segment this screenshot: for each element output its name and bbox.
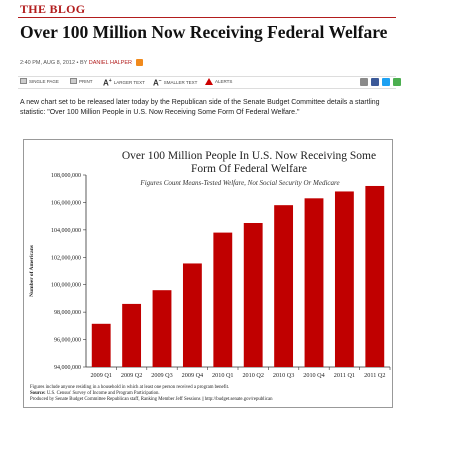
smaller-text-label: Smaller Text <box>163 80 198 86</box>
source-label: Source: <box>30 391 46 397</box>
byline-date: 2:40 PM, AUG 8, 2012 • BY <box>20 59 89 66</box>
y-tick-label: 100,000,000 <box>51 283 81 289</box>
chart-title-line1: Over 100 Million People In U.S. Now Rece… <box>121 150 377 162</box>
y-tick-label: 98,000,000 <box>54 310 81 316</box>
alert-icon <box>205 78 213 85</box>
chart-frame <box>23 139 393 408</box>
x-tick-label: 2009 Q3 <box>151 372 172 379</box>
alerts-button[interactable]: Alerts <box>205 78 232 85</box>
y-tick-label: 106,000,000 <box>51 200 81 206</box>
share-icon[interactable] <box>393 78 401 86</box>
y-tick-label: 94,000,000 <box>54 365 81 371</box>
source-text: U.S. Census' Survey of Income and Progra… <box>45 391 160 397</box>
article-title: Over 100 Million Now Receiving Federal W… <box>20 22 388 42</box>
x-tick-label: 2009 Q2 <box>121 372 142 379</box>
footnote-source: Source: U.S. Census' Survey of Income an… <box>30 391 272 397</box>
bar <box>274 205 294 367</box>
footnote-coverage: Figures include anyone residing in a hou… <box>30 385 230 390</box>
x-tick-label: 2010 Q3 <box>273 372 294 379</box>
x-tick-label: 2009 Q4 <box>182 372 203 379</box>
print-label: Print <box>79 78 93 84</box>
text-smaller-icon: A− <box>153 78 162 88</box>
larger-text-label: Larger Text <box>113 80 145 86</box>
chart-title: Over 100 Million People In U.S. Now Rece… <box>0 150 465 176</box>
blog-section-label[interactable]: THE BLOG <box>20 2 86 16</box>
bar <box>152 290 172 367</box>
y-axis-label: Number of Americans <box>29 245 35 297</box>
bar <box>304 198 324 367</box>
header-divider <box>18 17 396 18</box>
x-tick-label: 2010 Q4 <box>303 372 324 379</box>
bar <box>365 185 385 367</box>
printer-icon <box>70 78 77 84</box>
page-icon <box>20 78 27 84</box>
y-tick-label: 102,000,000 <box>51 255 81 261</box>
x-tick-label: 2011 Q2 <box>364 372 385 379</box>
x-tick-label: 2011 Q1 <box>334 372 355 379</box>
footnote-credit: Produced by Senate Budget Committee Repu… <box>30 397 273 403</box>
email-icon[interactable] <box>360 78 368 86</box>
single-page-button[interactable]: Single Page <box>20 78 59 84</box>
x-tick-label: 2010 Q1 <box>212 372 233 379</box>
share-buttons <box>360 78 401 86</box>
alerts-label: Alerts <box>215 79 233 84</box>
text-larger-icon: A+ <box>103 78 112 88</box>
article-toolbar: Single Page Print A+ Larger Text A− Smal… <box>18 76 401 89</box>
x-tick-label: 2010 Q2 <box>242 372 263 379</box>
twitter-icon[interactable] <box>382 78 390 86</box>
rss-icon[interactable] <box>135 59 143 66</box>
bar <box>122 303 142 367</box>
x-tick-label: 2009 Q1 <box>90 372 111 379</box>
bar <box>243 223 263 367</box>
y-tick-label: 108,000,000 <box>51 173 81 179</box>
print-button[interactable]: Print <box>70 78 93 84</box>
author-link[interactable]: DANIEL HALPER <box>88 59 132 66</box>
smaller-text-button[interactable]: A− Smaller Text <box>153 78 197 88</box>
bar <box>182 263 202 367</box>
larger-text-button[interactable]: A+ Larger Text <box>103 78 145 88</box>
chart-title-line2: Form Of Federal Welfare <box>190 163 308 175</box>
bar <box>213 232 233 367</box>
bar <box>334 191 354 367</box>
bar <box>91 323 111 367</box>
single-page-label: Single Page <box>29 78 59 84</box>
y-tick-label: 96,000,000 <box>54 338 81 344</box>
chart-subtitle: Figures Count Means-Tested Welfare, Not … <box>140 179 340 187</box>
facebook-icon[interactable] <box>371 78 379 86</box>
chart-footnotes: Figures include anyone residing in a hou… <box>30 385 272 404</box>
byline: 2:40 PM, AUG 8, 2012 • BY DANIEL HALPER <box>20 59 143 66</box>
y-tick-label: 104,000,000 <box>51 228 81 234</box>
article-intro: A new chart set to be released later tod… <box>20 99 380 116</box>
